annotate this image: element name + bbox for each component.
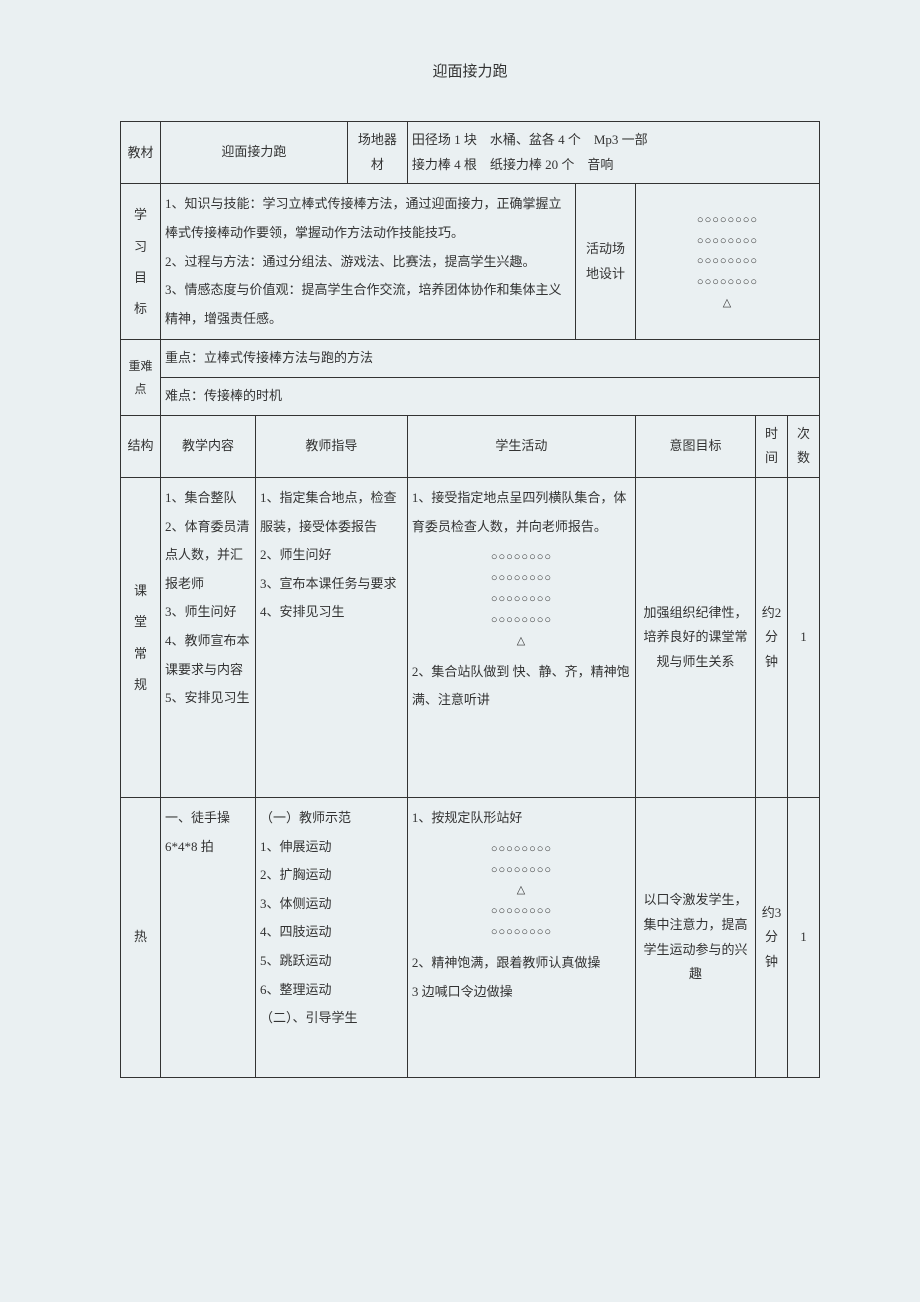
objectives-body: 1、知识与技能：学习立棒式传接棒方法，通过迎面接力，正确掌握立棒式传接棒动作要领…	[161, 184, 576, 340]
section2-time: 约3 分钟	[756, 798, 788, 1078]
section2-label: 热	[121, 798, 161, 1078]
section2-count: 1	[788, 798, 820, 1078]
section1-count: 1	[788, 478, 820, 798]
field-value: 田径场 1 块 水桶、盆各 4 个 Mp3 一部接力棒 4 根 纸接力棒 20 …	[407, 122, 819, 184]
difficulty-text: 难点：传接棒的时机	[161, 378, 820, 416]
section1-guidance: 1、指定集合地点，检查服装，接受体委报告2、师生问好3、宣布本课任务与要求4、安…	[256, 478, 408, 798]
header-content: 教学内容	[161, 415, 256, 477]
materials-subject: 迎面接力跑	[161, 122, 348, 184]
venue-label: 活动场地设计	[576, 184, 636, 340]
section2-activity: 1、按规定队形站好○○○○○○○○○○○○○○○○△○○○○○○○○○○○○○○…	[407, 798, 635, 1078]
header-count: 次数	[788, 415, 820, 477]
section1-content: 1、集合整队2、体育委员清点人数，并汇报老师3、师生问好4、教师宣布本课要求与内…	[161, 478, 256, 798]
section2-guidance: （一）教师示范1、伸展运动2、扩胸运动3、体侧运动4、四肢运动5、跳跃运动6、整…	[256, 798, 408, 1078]
header-structure: 结构	[121, 415, 161, 477]
lesson-plan-table: 教材 迎面接力跑 场地器材 田径场 1 块 水桶、盆各 4 个 Mp3 一部接力…	[120, 121, 820, 1078]
section1-label: 课 堂 常 规	[121, 478, 161, 798]
header-time: 时间	[756, 415, 788, 477]
materials-label: 教材	[121, 122, 161, 184]
header-goal: 意图目标	[636, 415, 756, 477]
focus-text: 重点：立棒式传接棒方法与跑的方法	[161, 340, 820, 378]
section1-goal: 加强组织纪律性，培养良好的课堂常规与师生关系	[636, 478, 756, 798]
field-label: 场地器材	[347, 122, 407, 184]
section1-activity: 1、接受指定地点呈四列横队集合，体育委员检查人数，并向老师报告。○○○○○○○○…	[407, 478, 635, 798]
lesson-plan-page: 迎面接力跑 教材 迎面接力跑 场地器材 田径场 1 块 水桶、盆各 4 个 Mp…	[0, 20, 920, 1138]
venue-diagram: ○○○○○○○○○○○○○○○○○○○○○○○○○○○○○○○○△	[636, 184, 820, 340]
header-guidance: 教师指导	[256, 415, 408, 477]
section2-content: 一、徒手操6*4*8 拍	[161, 798, 256, 1078]
focus-difficulty-label: 重难点	[121, 340, 161, 415]
section2-goal: 以口令激发学生，集中注意力，提高学生运动参与的兴趣	[636, 798, 756, 1078]
header-activity: 学生活动	[407, 415, 635, 477]
objectives-label: 学 习 目 标	[121, 184, 161, 340]
section1-time: 约2 分钟	[756, 478, 788, 798]
page-title: 迎面接力跑	[120, 60, 820, 81]
